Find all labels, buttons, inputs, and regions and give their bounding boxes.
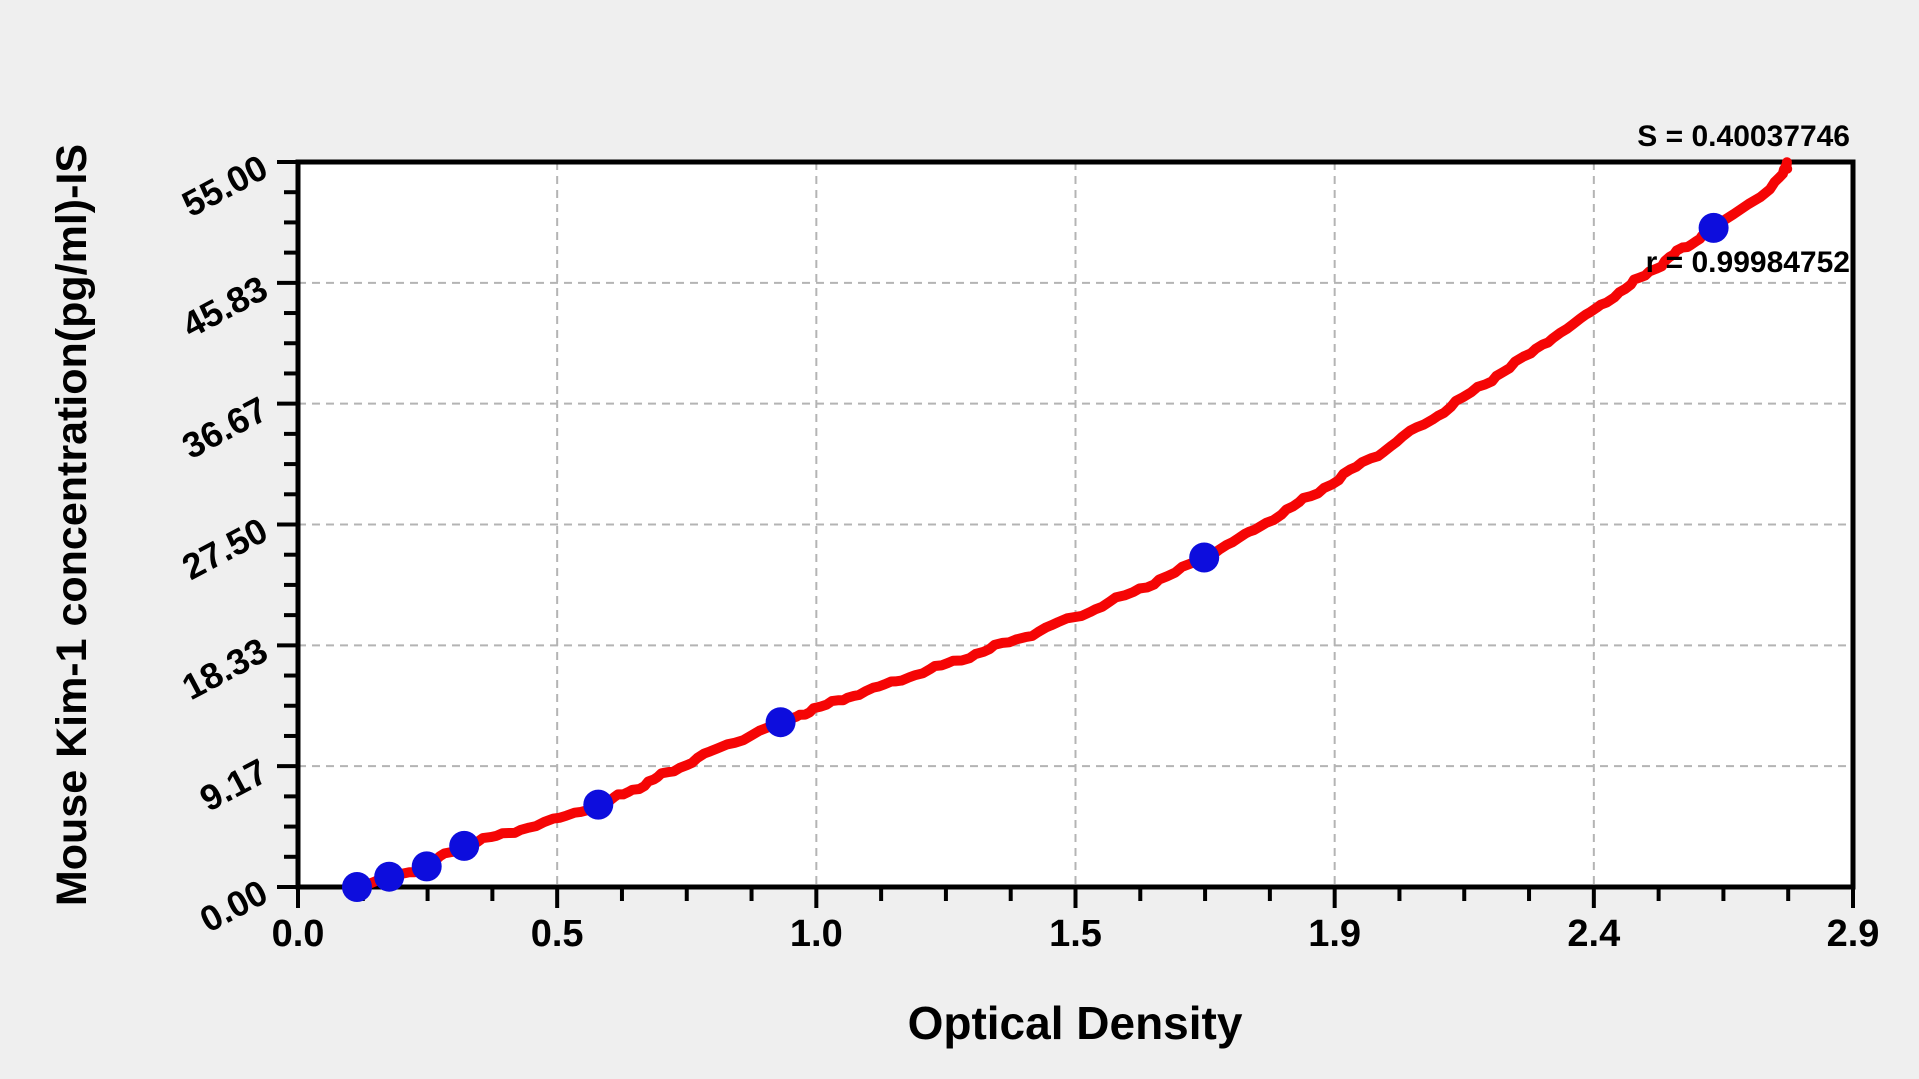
data-point: [765, 707, 796, 738]
plot-frame: [295, 159, 1856, 890]
data-point: [449, 830, 480, 861]
data-point: [342, 872, 372, 902]
data-point: [1698, 212, 1729, 243]
data-point: [1189, 542, 1220, 573]
data-point: [411, 851, 442, 882]
data-point: [374, 861, 405, 892]
data-point: [583, 789, 614, 820]
